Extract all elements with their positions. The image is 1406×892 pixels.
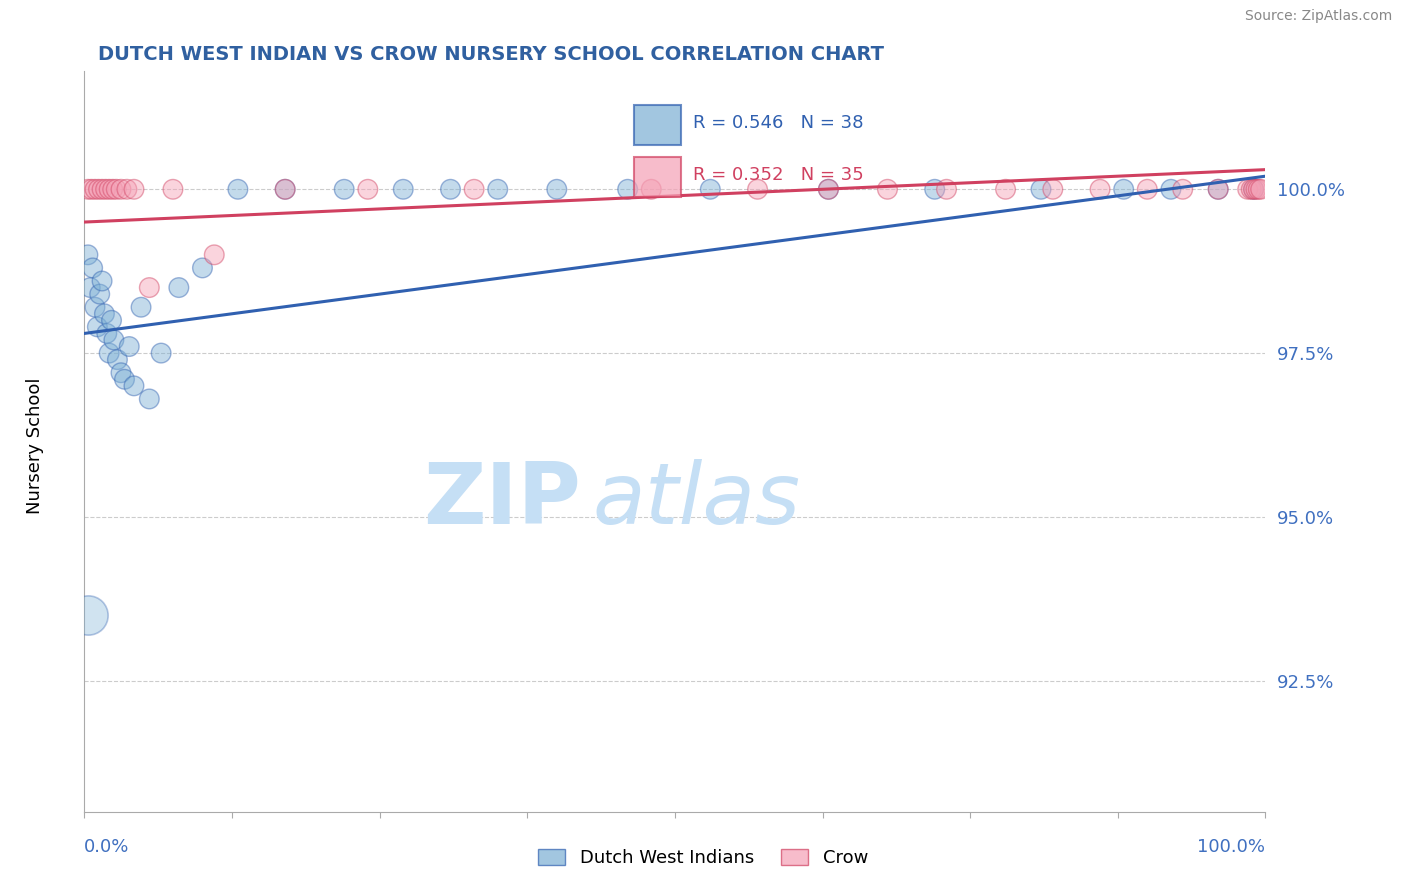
Point <box>91 182 114 196</box>
Point <box>94 182 117 196</box>
Point <box>439 182 461 196</box>
Point <box>89 287 111 301</box>
Point <box>994 182 1017 196</box>
Point <box>640 182 662 196</box>
Point <box>226 182 249 196</box>
Text: atlas: atlas <box>592 459 800 542</box>
Point <box>546 182 568 196</box>
FancyBboxPatch shape <box>634 156 681 197</box>
Point <box>77 248 100 262</box>
Point <box>122 182 145 196</box>
Point <box>103 333 125 347</box>
Point <box>98 182 121 196</box>
Point <box>84 182 107 196</box>
Point <box>138 280 160 294</box>
Point <box>77 182 100 196</box>
Point <box>1029 182 1052 196</box>
Text: 0.0%: 0.0% <box>84 838 129 856</box>
Legend: Dutch West Indians, Crow: Dutch West Indians, Crow <box>531 841 875 874</box>
Point <box>80 182 103 196</box>
Point <box>105 182 128 196</box>
Point <box>77 608 100 623</box>
Point <box>1042 182 1064 196</box>
Point <box>1240 182 1263 196</box>
Point <box>162 182 184 196</box>
Point <box>1243 182 1265 196</box>
Text: Source: ZipAtlas.com: Source: ZipAtlas.com <box>1244 9 1392 23</box>
Point <box>1112 182 1135 196</box>
Point <box>100 313 122 327</box>
Point <box>463 182 485 196</box>
Point <box>876 182 898 196</box>
FancyBboxPatch shape <box>634 104 681 145</box>
Point <box>93 307 115 321</box>
Point <box>167 280 190 294</box>
Text: R = 0.546   N = 38: R = 0.546 N = 38 <box>693 114 863 132</box>
Point <box>817 182 839 196</box>
Point <box>1171 182 1194 196</box>
Point <box>91 274 114 288</box>
Point <box>110 366 132 380</box>
Point <box>96 326 118 341</box>
Point <box>101 182 124 196</box>
Point <box>118 339 141 353</box>
Point <box>817 182 839 196</box>
Point <box>115 182 138 196</box>
Point <box>357 182 380 196</box>
Point <box>1206 182 1229 196</box>
Point <box>935 182 957 196</box>
Point <box>1088 182 1111 196</box>
Point <box>699 182 721 196</box>
Text: 100.0%: 100.0% <box>1198 838 1265 856</box>
Text: ZIP: ZIP <box>423 459 581 542</box>
Point <box>110 182 132 196</box>
Point <box>86 319 108 334</box>
Point <box>98 346 121 360</box>
Point <box>1236 182 1258 196</box>
Point <box>1160 182 1182 196</box>
Point <box>616 182 638 196</box>
Point <box>107 352 129 367</box>
Point <box>122 379 145 393</box>
Point <box>1243 182 1265 196</box>
Point <box>79 280 101 294</box>
Point <box>129 300 152 314</box>
Text: R = 0.352   N = 35: R = 0.352 N = 35 <box>693 166 863 184</box>
Point <box>924 182 946 196</box>
Text: Nursery School: Nursery School <box>27 377 44 515</box>
Point <box>138 392 160 406</box>
Point <box>1206 182 1229 196</box>
Point <box>1244 182 1267 196</box>
Point <box>150 346 173 360</box>
Point <box>333 182 356 196</box>
Point <box>114 372 136 386</box>
Point <box>1136 182 1159 196</box>
Point <box>191 260 214 275</box>
Point <box>486 182 509 196</box>
Point <box>1247 182 1270 196</box>
Point <box>274 182 297 196</box>
Text: DUTCH WEST INDIAN VS CROW NURSERY SCHOOL CORRELATION CHART: DUTCH WEST INDIAN VS CROW NURSERY SCHOOL… <box>98 45 884 63</box>
Point <box>84 300 107 314</box>
Point <box>747 182 769 196</box>
Point <box>87 182 110 196</box>
Point <box>392 182 415 196</box>
Point <box>202 248 225 262</box>
Point <box>274 182 297 196</box>
Point <box>82 260 104 275</box>
Point <box>1250 182 1272 196</box>
